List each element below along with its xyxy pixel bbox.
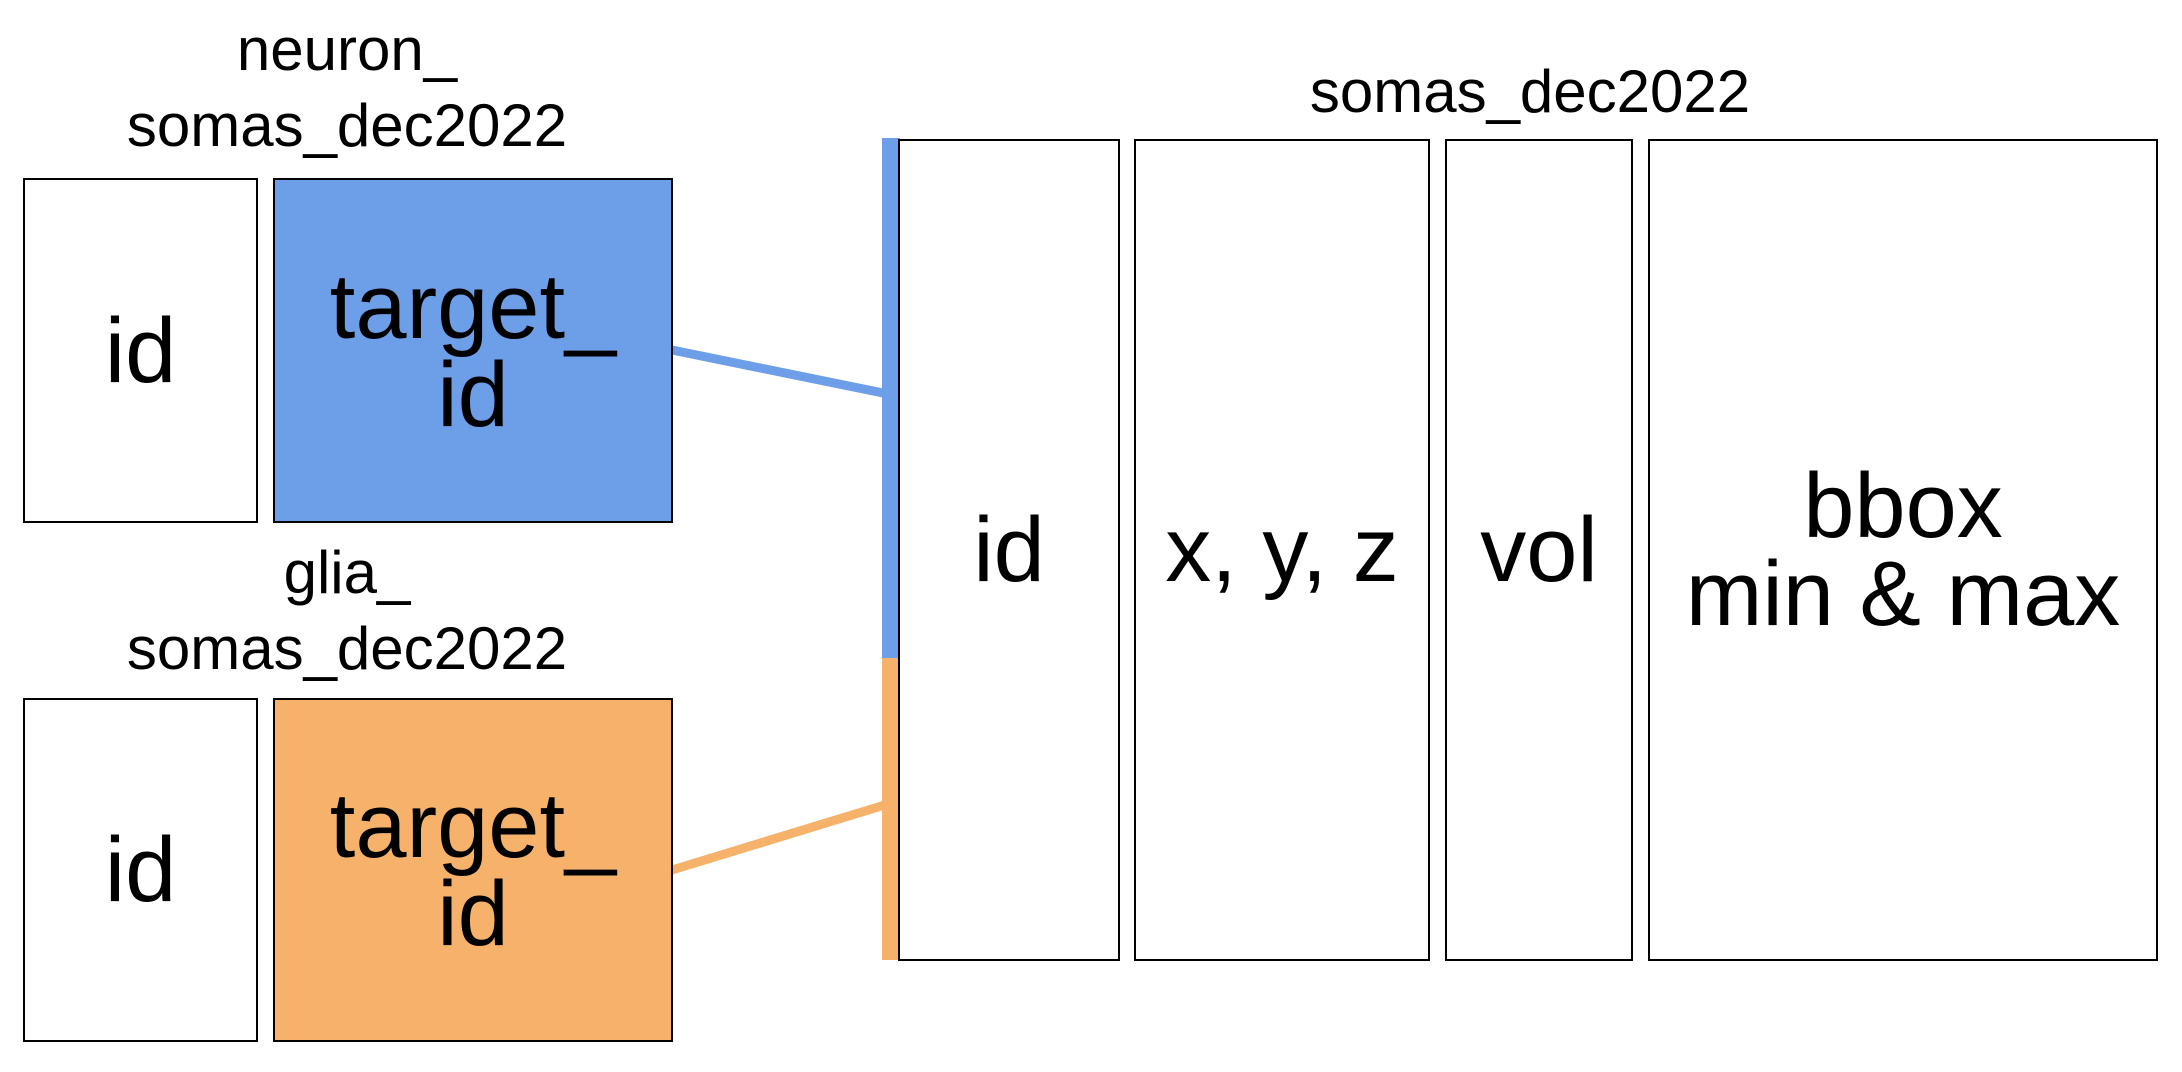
- glia-target-id-line1: target_: [329, 775, 617, 877]
- glia-id-label: id: [104, 819, 177, 921]
- somas-id-column: id: [898, 139, 1120, 961]
- neuron-target-id-label: target_ id: [329, 255, 617, 446]
- glia-target-id-label: target_ id: [329, 775, 617, 965]
- glia-table-title: glia_ somas_dec2022: [70, 535, 624, 687]
- glia-table-title-line1: glia_: [283, 539, 411, 606]
- somas-id-label: id: [973, 499, 1045, 601]
- glia-id-column: id: [23, 698, 258, 1042]
- neuron-id-label: id: [104, 299, 177, 402]
- somas-table-title: somas_dec2022: [1309, 58, 1751, 125]
- neuron-table-title-line1: neuron_: [236, 16, 458, 83]
- somas-bbox-column: bbox min & max: [1648, 139, 2158, 961]
- somas-xyz-label: x, y, z: [1165, 499, 1399, 601]
- neuron-id-column: id: [23, 178, 258, 523]
- somas-vol-label: vol: [1480, 499, 1598, 601]
- glia-target-id-column: target_ id: [273, 698, 673, 1042]
- neuron-table-title: neuron_ somas_dec2022: [70, 12, 624, 164]
- glia-link-line: [670, 799, 890, 875]
- neuron-key-bar: [882, 138, 900, 660]
- somas-bbox-line2: min & max: [1685, 543, 2121, 645]
- glia-table-title-line2: somas_dec2022: [126, 615, 568, 682]
- somas-bbox-line1: bbox: [1803, 455, 2003, 557]
- neuron-target-id-line1: target_: [329, 255, 617, 358]
- glia-target-id-line2: id: [437, 863, 509, 965]
- neuron-table-title-line2: somas_dec2022: [126, 92, 568, 159]
- neuron-link-line: [671, 345, 889, 399]
- somas-bbox-label: bbox min & max: [1685, 455, 2121, 645]
- glia-key-bar: [882, 658, 900, 960]
- somas-vol-column: vol: [1445, 139, 1633, 961]
- neuron-target-id-line2: id: [437, 343, 509, 446]
- somas-xyz-column: x, y, z: [1134, 139, 1430, 961]
- neuron-target-id-column: target_ id: [273, 178, 673, 523]
